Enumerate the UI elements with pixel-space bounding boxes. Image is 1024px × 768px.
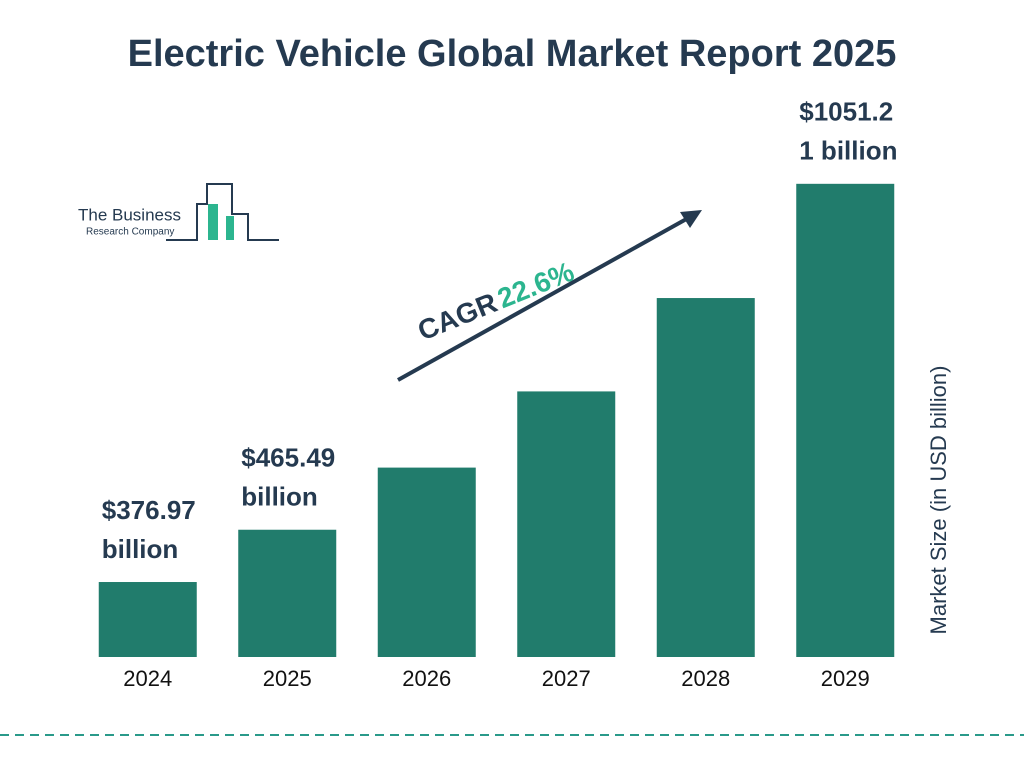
cagr-arrow xyxy=(397,215,691,382)
bar xyxy=(238,529,337,657)
logo-text: The Business xyxy=(78,205,181,224)
x-tick-label: 2029 xyxy=(821,666,870,691)
x-tick-label: 2027 xyxy=(542,666,591,691)
x-tick-label: 2025 xyxy=(263,666,312,691)
x-tick-label: 2028 xyxy=(681,666,730,691)
logo-bar xyxy=(226,216,234,240)
data-label: billion xyxy=(102,534,179,564)
data-label: billion xyxy=(241,482,318,512)
chart-title: Electric Vehicle Global Market Report 20… xyxy=(128,33,897,75)
data-label: $376.97 xyxy=(102,495,196,525)
data-label: $465.49 xyxy=(241,443,335,473)
y-axis-label: Market Size (in USD billion) xyxy=(926,366,951,635)
bar xyxy=(517,391,616,657)
logo-outline xyxy=(166,183,279,241)
data-label: $1051.2 xyxy=(799,97,893,127)
bar xyxy=(98,582,197,657)
cagr-arrowhead xyxy=(680,210,702,228)
data-label: 1 billion xyxy=(799,136,897,166)
bar xyxy=(656,298,755,657)
logo: The Business Research Company xyxy=(78,183,279,241)
logo-bar xyxy=(208,204,218,240)
x-tick-label: 2024 xyxy=(123,666,172,691)
x-tick-label: 2026 xyxy=(402,666,451,691)
bar xyxy=(377,467,476,657)
bar xyxy=(796,183,895,657)
logo-text: Research Company xyxy=(86,227,174,238)
